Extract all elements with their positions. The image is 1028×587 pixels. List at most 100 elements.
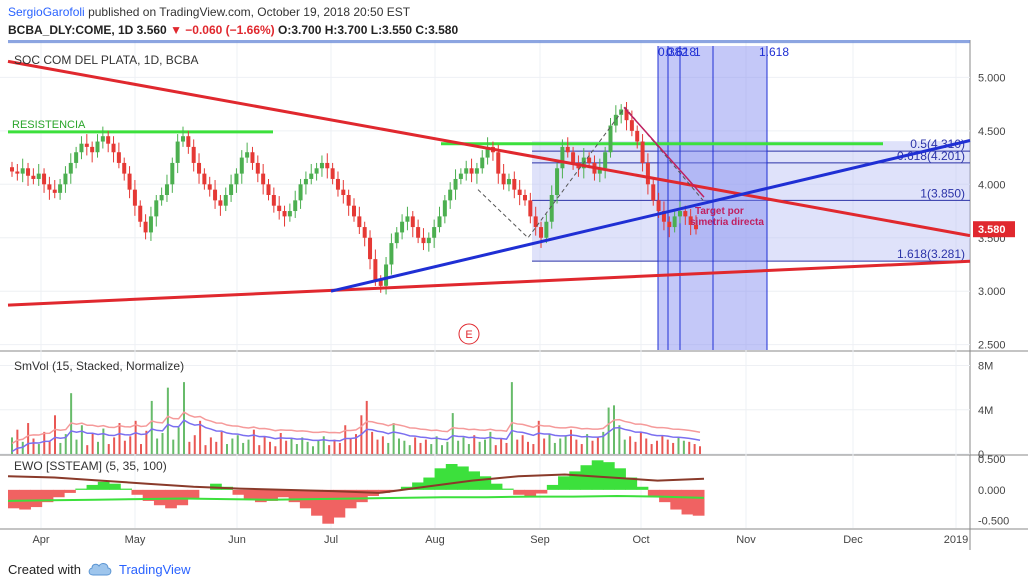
candle-body — [138, 205, 143, 222]
ewo-bar — [97, 481, 110, 490]
candle-body — [293, 200, 298, 212]
candle-body — [42, 173, 47, 185]
volume-bar — [462, 437, 465, 454]
candle-body — [683, 211, 688, 217]
ewo-bar — [41, 489, 54, 503]
volume-bar — [290, 438, 293, 454]
volume-ma-slow-line — [11, 411, 701, 445]
ewo-bar — [30, 489, 43, 508]
volume-bar — [564, 436, 567, 454]
volume-bar — [494, 445, 497, 454]
volume-bar — [699, 446, 701, 454]
candle-body — [672, 216, 677, 228]
volume-bar — [677, 437, 680, 454]
candle-body — [501, 173, 506, 185]
ewo-bar — [120, 488, 132, 490]
price-badge-label: 3.580 — [978, 224, 1006, 236]
volume-bar — [209, 437, 212, 454]
volume-bar — [467, 444, 470, 454]
candle-body — [181, 136, 185, 142]
author-link[interactable]: SergioGarofoli — [8, 5, 85, 19]
candle-body — [613, 114, 618, 126]
volume-bar — [48, 440, 51, 454]
volume-bar — [344, 425, 347, 454]
y-tick-label: -0.500 — [978, 516, 1009, 528]
volume-bar — [274, 446, 277, 454]
volume-bar — [64, 434, 67, 454]
tradingview-link[interactable]: TradingView — [118, 561, 191, 577]
volume-bar — [387, 442, 390, 454]
fib-level-label: 1.618(3.281) — [897, 247, 965, 261]
candle-body — [229, 184, 234, 195]
volume-bar — [236, 435, 239, 454]
volume-bar — [457, 440, 460, 454]
fib-time-label: 0.618 — [666, 45, 696, 59]
ewo-bar — [580, 465, 593, 490]
x-tick-label: Aug — [425, 534, 445, 546]
ewo-bar — [569, 471, 582, 490]
ewo-bar — [187, 489, 200, 500]
volume-bar — [693, 444, 696, 454]
candle-body — [416, 227, 421, 238]
candle-body — [207, 184, 212, 190]
symbol-line: BCBA_DLY:COME, 1D 3.560 — [8, 23, 167, 37]
ewo-bar — [153, 489, 166, 506]
volume-bar — [586, 434, 589, 454]
chart-svg[interactable]: Apr May Jun Jul Aug Sep Oct Nov Dec 2019 5.000 4.50… — [0, 39, 1028, 560]
ewo-bar — [311, 489, 323, 516]
candle-body — [271, 195, 276, 206]
ewo-bar — [412, 482, 424, 490]
volume-bar — [532, 444, 535, 454]
candle-body — [651, 184, 656, 201]
volume-bar — [516, 439, 519, 454]
candle-body — [555, 168, 560, 195]
candle-body — [303, 178, 308, 185]
candle-body — [421, 237, 426, 244]
volume-bar — [371, 431, 374, 454]
volume-bar — [86, 445, 89, 454]
volume-bar — [188, 441, 191, 454]
candle-body — [549, 195, 554, 222]
volume-title: SmVol (15, Stacked, Normalize) — [14, 359, 184, 373]
ewo-bar — [457, 466, 469, 490]
candle-body — [79, 143, 84, 153]
candle-body — [20, 168, 25, 174]
ewo-bar — [131, 489, 144, 495]
volume-bar — [349, 438, 352, 454]
candle-body — [341, 189, 346, 195]
candle-body — [384, 264, 389, 286]
candle-body — [389, 243, 394, 265]
candle-body — [464, 168, 469, 174]
ewo-bar — [591, 460, 604, 490]
volume-bar — [403, 440, 406, 454]
candle-body — [480, 157, 485, 169]
x-tick-label: Jun — [228, 534, 246, 546]
volume-bar — [596, 437, 599, 454]
volume-bar — [381, 436, 384, 454]
ewo-bar — [434, 468, 447, 490]
chart-area[interactable]: Apr May Jun Jul Aug Sep Oct Nov Dec 2019 5.000 4.50… — [0, 39, 1028, 560]
volume-bar — [145, 430, 148, 454]
ewo-bar — [288, 489, 301, 503]
candle-body — [52, 189, 57, 193]
candle-body — [218, 200, 223, 206]
candle-body — [373, 259, 378, 281]
price-badge — [973, 221, 1015, 238]
candle-body — [84, 143, 89, 147]
footer: Created with TradingView — [8, 561, 191, 577]
ewo-title: EWO [SSTEAM] (5, 35, 100) — [14, 459, 167, 473]
x-tick-label: 2019 — [944, 534, 968, 546]
event-marker-label: E — [465, 329, 472, 341]
y-tick-label: 0.500 — [978, 454, 1006, 466]
candle-body — [474, 168, 479, 174]
volume-bar — [446, 441, 449, 454]
volume-bar — [32, 438, 35, 454]
volume-bar — [258, 445, 261, 454]
volume-bar — [75, 439, 78, 454]
candle-body — [694, 224, 698, 230]
candle-body — [90, 146, 95, 153]
volume-bar — [629, 436, 632, 454]
candle-body — [362, 227, 367, 238]
candle-body — [127, 173, 132, 190]
candle-body — [458, 173, 463, 179]
